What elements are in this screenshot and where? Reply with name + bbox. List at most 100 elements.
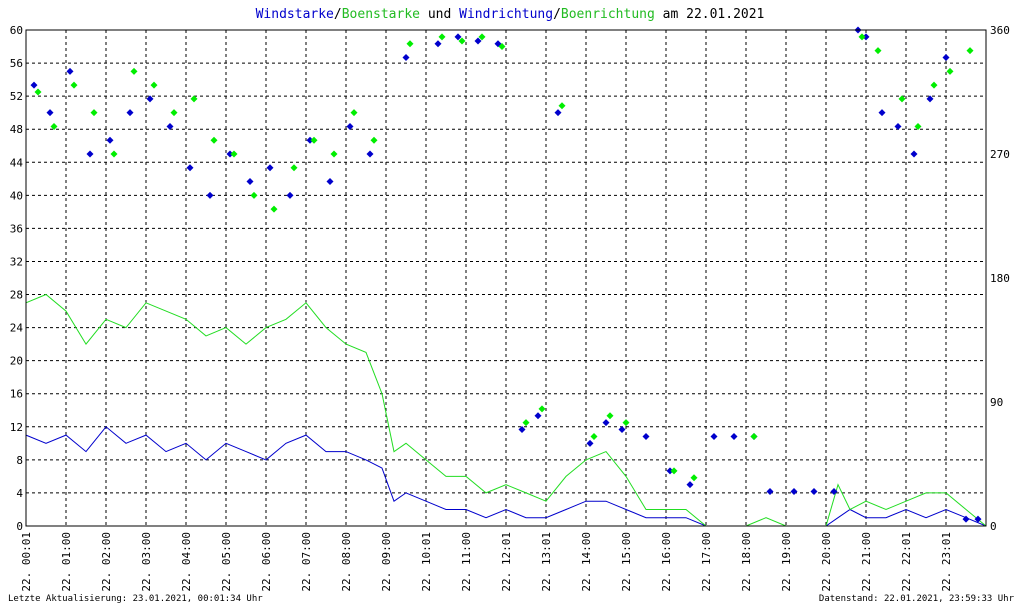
marker-boenrichtung [130,67,138,75]
y-right-tick-label: 270 [990,148,1010,161]
y-left-tick-label: 40 [10,189,23,202]
title-slash-1: / [334,7,342,22]
marker-boenrichtung [622,419,630,427]
marker-windrichtung [66,67,74,75]
marker-windrichtung [454,33,462,41]
marker-boenrichtung [914,122,922,130]
y-left-tick-label: 0 [16,520,23,533]
marker-windrichtung [166,122,174,130]
y-right-tick-label: 180 [990,272,1010,285]
y-right-tick-label: 90 [990,396,1003,409]
y-left-tick-label: 48 [10,123,23,136]
marker-boenrichtung [90,109,98,117]
marker-boenrichtung [858,33,866,41]
x-tick-label: 22. 07:00 [300,532,313,592]
marker-boenrichtung [930,81,938,89]
marker-windrichtung [790,488,798,496]
marker-boenrichtung [70,81,78,89]
marker-windrichtung [518,426,526,434]
title-date: am 22.01.2021 [655,7,765,22]
marker-boenrichtung [150,81,158,89]
marker-windrichtung [618,426,626,434]
marker-windrichtung [186,164,194,172]
marker-windrichtung [146,95,154,103]
marker-windrichtung [602,419,610,427]
marker-boenrichtung [330,150,338,158]
marker-windrichtung [926,95,934,103]
marker-windrichtung [306,136,314,144]
marker-boenrichtung [522,419,530,427]
marker-windrichtung [346,122,354,130]
y-right-tick-label: 360 [990,24,1010,37]
x-tick-label: 22. 08:00 [340,532,353,592]
marker-windrichtung [830,488,838,496]
title-slash-2: / [553,7,561,22]
x-tick-label: 22. 09:00 [380,532,393,592]
marker-windrichtung [554,109,562,117]
marker-boenrichtung [558,102,566,110]
y-right-tick-label: 0 [990,520,997,533]
y-left-tick-label: 16 [10,388,23,401]
y-left-tick-label: 32 [10,255,23,268]
x-tick-label: 22. 01:00 [60,532,73,592]
marker-windrichtung [46,109,54,117]
x-tick-label: 22. 02:00 [100,532,113,592]
series-line-boenstarke [25,293,987,527]
y-left-tick-label: 56 [10,57,23,70]
marker-windrichtung [730,432,738,440]
y-left-tick-label: 24 [10,322,24,335]
marker-boenrichtung [230,150,238,158]
y-left-tick-label: 8 [16,454,23,467]
x-tick-label: 22. 16:00 [660,532,673,592]
series-layer [25,26,987,527]
y-left-tick-label: 60 [10,24,23,37]
marker-windrichtung [942,54,950,62]
title-boenstarke: Boenstarke [342,7,420,22]
marker-boenrichtung [210,136,218,144]
axes: 0481216202428323640444852566009018027036… [10,24,1010,592]
marker-windrichtung [286,191,294,199]
x-tick-label: 22. 14:00 [580,532,593,592]
footer-last-update: Letzte Aktualisierung: 23.01.2021, 00:01… [8,594,263,604]
marker-windrichtung [974,515,982,523]
plot-frame [25,29,987,527]
marker-windrichtung [862,33,870,41]
y-left-tick-label: 44 [10,156,24,169]
marker-windrichtung [30,81,38,89]
marker-windrichtung [910,150,918,158]
marker-windrichtung [206,191,214,199]
y-left-tick-label: 4 [16,487,23,500]
x-tick-label: 22. 12:01 [500,532,513,592]
marker-windrichtung [962,515,970,523]
marker-windrichtung [366,150,374,158]
x-tick-label: 22. 21:00 [860,532,873,592]
y-left-tick-label: 20 [10,355,23,368]
title-boenrichtung: Boenrichtung [561,7,655,22]
marker-boenrichtung [250,191,258,199]
x-tick-label: 22. 00:01 [20,532,33,592]
marker-boenrichtung [406,40,414,48]
marker-boenrichtung [750,432,758,440]
y-left-tick-label: 12 [10,421,23,434]
marker-windrichtung [106,136,114,144]
marker-windrichtung [586,439,594,447]
marker-windrichtung [126,109,134,117]
marker-boenrichtung [898,95,906,103]
marker-windrichtung [246,178,254,186]
x-tick-label: 22. 10:01 [420,532,433,592]
marker-boenrichtung [670,467,678,475]
x-tick-label: 22. 20:00 [820,532,833,592]
marker-boenrichtung [110,150,118,158]
marker-boenrichtung [50,122,58,130]
x-tick-label: 22. 15:00 [620,532,633,592]
marker-boenrichtung [690,474,698,482]
marker-boenrichtung [310,136,318,144]
marker-windrichtung [686,481,694,489]
marker-boenrichtung [966,47,974,55]
x-tick-label: 22. 22:01 [900,532,913,592]
marker-boenrichtung [190,95,198,103]
x-tick-label: 22. 05:00 [220,532,233,592]
marker-windrichtung [326,178,334,186]
x-tick-label: 22. 03:00 [140,532,153,592]
